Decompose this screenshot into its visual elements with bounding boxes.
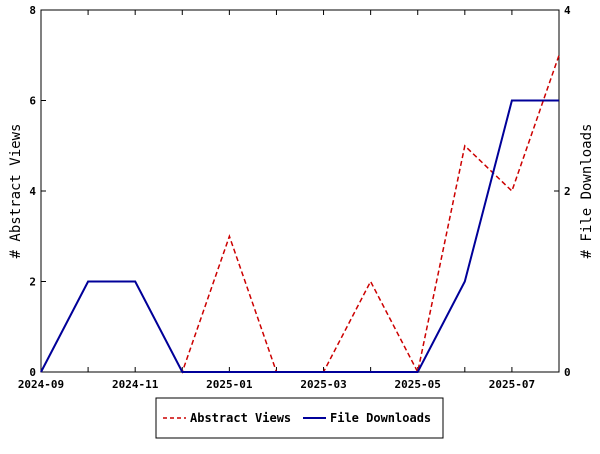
legend-label-abstract-views: Abstract Views <box>190 411 291 425</box>
y-left-tick-label: 8 <box>29 4 36 17</box>
x-tick-label: 2024-09 <box>18 378 64 391</box>
series-line-abstract-views <box>40 55 560 375</box>
x-tick-label: 2025-03 <box>300 378 346 391</box>
x-tick-label: 2025-07 <box>489 378 535 391</box>
x-tick-label: 2024-11 <box>112 378 159 391</box>
y-right-tick-label: 0 <box>564 366 571 379</box>
plot-frame <box>40 9 560 373</box>
x-tick-label: 2025-01 <box>206 378 253 391</box>
y-right-tick-label: 4 <box>564 4 571 17</box>
y-left-tick-label: 0 <box>29 366 36 379</box>
y-right-tick-label: 2 <box>564 185 571 198</box>
y-axis-right-title: # File Downloads <box>579 124 595 259</box>
legend-label-file-downloads: File Downloads <box>330 411 431 425</box>
y-axis-left-title: # Abstract Views <box>8 124 24 259</box>
y-left-tick-label: 4 <box>29 185 36 198</box>
series-line-file-downloads <box>40 99 559 373</box>
legend-box <box>155 397 444 439</box>
x-tick-label: 2025-05 <box>395 378 441 391</box>
y-left-tick-label: 2 <box>29 276 36 289</box>
plot-area: 2024-09 2024-11 2025-01 2025-03 2025-05 2025-… <box>18 4 571 391</box>
y-left-tick-label: 6 <box>29 95 36 108</box>
legend: Abstract Views File Downloads <box>155 397 444 439</box>
